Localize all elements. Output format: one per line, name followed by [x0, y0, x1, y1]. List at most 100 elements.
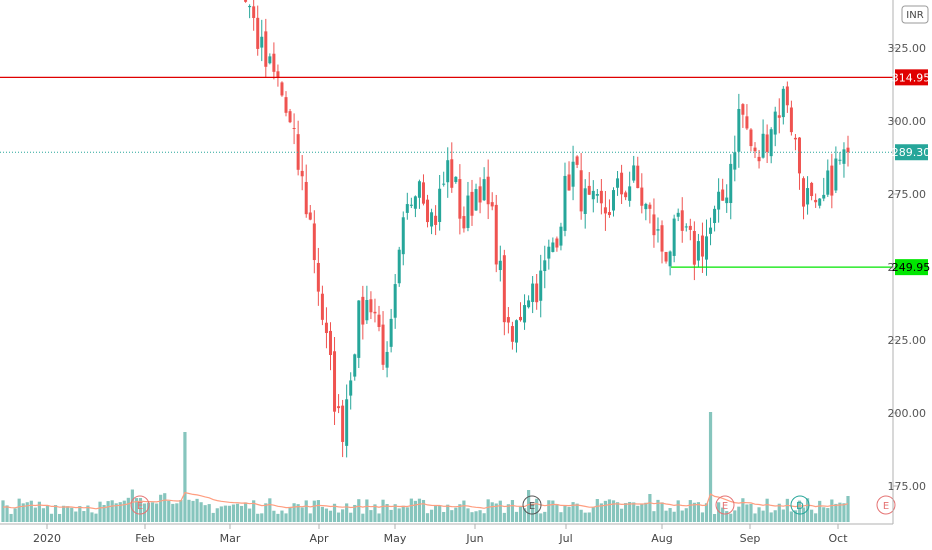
- y-tick-label: 175.00: [888, 480, 927, 493]
- candle-body: [450, 159, 454, 188]
- volume-bar: [187, 499, 191, 522]
- candle-body: [345, 399, 349, 446]
- volume-bar: [126, 497, 130, 522]
- candle-body: [527, 300, 531, 308]
- candle-body: [636, 165, 640, 189]
- candle-body: [328, 330, 332, 355]
- volume-bar: [357, 499, 361, 522]
- volume-bar: [37, 501, 41, 522]
- candle-body: [838, 159, 842, 161]
- volume-bar: [632, 502, 636, 522]
- volume-bar: [409, 498, 413, 522]
- volume-bar: [215, 508, 219, 522]
- volume-bar: [571, 502, 575, 522]
- level-price-label: 314.95: [892, 71, 931, 84]
- volume-bar: [826, 508, 830, 522]
- candle-body: [599, 190, 603, 204]
- volume-bar: [29, 500, 33, 522]
- volume-bar: [652, 511, 656, 522]
- volume-bar: [765, 498, 769, 522]
- volume-bar: [575, 503, 579, 522]
- candle-body: [333, 351, 337, 412]
- volume-bar: [53, 505, 58, 522]
- candle-body: [729, 163, 733, 204]
- volume-bar: [563, 505, 567, 522]
- volume-bar: [777, 503, 781, 522]
- candle-body: [575, 156, 579, 165]
- candle-body: [688, 225, 692, 230]
- event-marker[interactable]: [715, 495, 735, 515]
- volume-bar: [66, 506, 70, 522]
- candle-body: [349, 380, 353, 396]
- candle-body: [692, 231, 696, 265]
- volume-bar: [579, 509, 583, 522]
- candle-body: [438, 188, 442, 222]
- event-marker[interactable]: [790, 495, 810, 515]
- volume-bar: [377, 513, 381, 522]
- event-label: E: [883, 501, 889, 512]
- candle-body: [620, 172, 624, 195]
- event-marker[interactable]: [876, 495, 896, 515]
- current-price-label: 289.30: [892, 146, 931, 159]
- candle-body: [296, 134, 300, 170]
- candle-body: [409, 204, 413, 206]
- volume-bar: [587, 512, 591, 522]
- current-price-badge: [895, 144, 928, 161]
- event-marker[interactable]: [130, 495, 150, 515]
- volume-bar: [243, 502, 248, 522]
- volume-bar: [708, 412, 713, 522]
- horizontal-levels[interactable]: [0, 0, 893, 268]
- candle-body: [276, 71, 280, 79]
- volume-bar: [5, 505, 9, 522]
- volume-bar: [482, 513, 486, 522]
- volume-bar: [219, 506, 223, 522]
- volume-bar: [272, 510, 276, 522]
- volume-bar: [341, 509, 345, 522]
- candle-body: [644, 203, 648, 210]
- candle-body: [777, 115, 781, 118]
- volume-bar: [328, 510, 333, 522]
- volume-bar: [138, 498, 143, 522]
- volume-bar: [94, 513, 98, 522]
- candle-body: [721, 189, 725, 201]
- volume-bar: [41, 508, 46, 522]
- candle-body: [773, 111, 777, 135]
- volume-bar: [264, 503, 268, 522]
- volume-bar: [583, 512, 587, 522]
- candle-body: [535, 283, 539, 303]
- volume-bar: [413, 500, 417, 522]
- volume-bar: [462, 500, 466, 522]
- candle-body: [587, 185, 591, 195]
- volume-bar: [353, 504, 357, 522]
- candle-body: [648, 204, 652, 209]
- volume-bar: [526, 490, 531, 522]
- candle-body: [595, 194, 599, 196]
- volume-bar: [288, 506, 292, 522]
- candle-body: [284, 97, 288, 113]
- event-marker[interactable]: [522, 495, 542, 515]
- currency-badge[interactable]: INR: [901, 5, 929, 24]
- candle-body: [781, 88, 785, 118]
- candle-body: [797, 137, 801, 174]
- candle-body: [757, 156, 761, 162]
- candle-body: [571, 161, 575, 187]
- candle-body: [789, 107, 793, 133]
- volume-bar: [300, 507, 304, 522]
- candle-body: [308, 212, 312, 220]
- candle-body: [288, 111, 292, 123]
- time-axis[interactable]: 2020 Feb Mar Apr May Jun Jul Aug Sep Oct: [33, 524, 848, 545]
- volume-bar: [624, 503, 628, 522]
- volume-bar: [696, 502, 701, 522]
- candle-body: [769, 129, 773, 157]
- volume-bar: [134, 498, 139, 522]
- volume-bar: [842, 503, 846, 522]
- event-label: E: [722, 501, 728, 512]
- candle-body: [793, 137, 797, 140]
- volume-bar: [692, 502, 696, 522]
- volume-bar: [753, 513, 757, 522]
- candle-body: [369, 299, 373, 313]
- volume-bar: [502, 512, 506, 522]
